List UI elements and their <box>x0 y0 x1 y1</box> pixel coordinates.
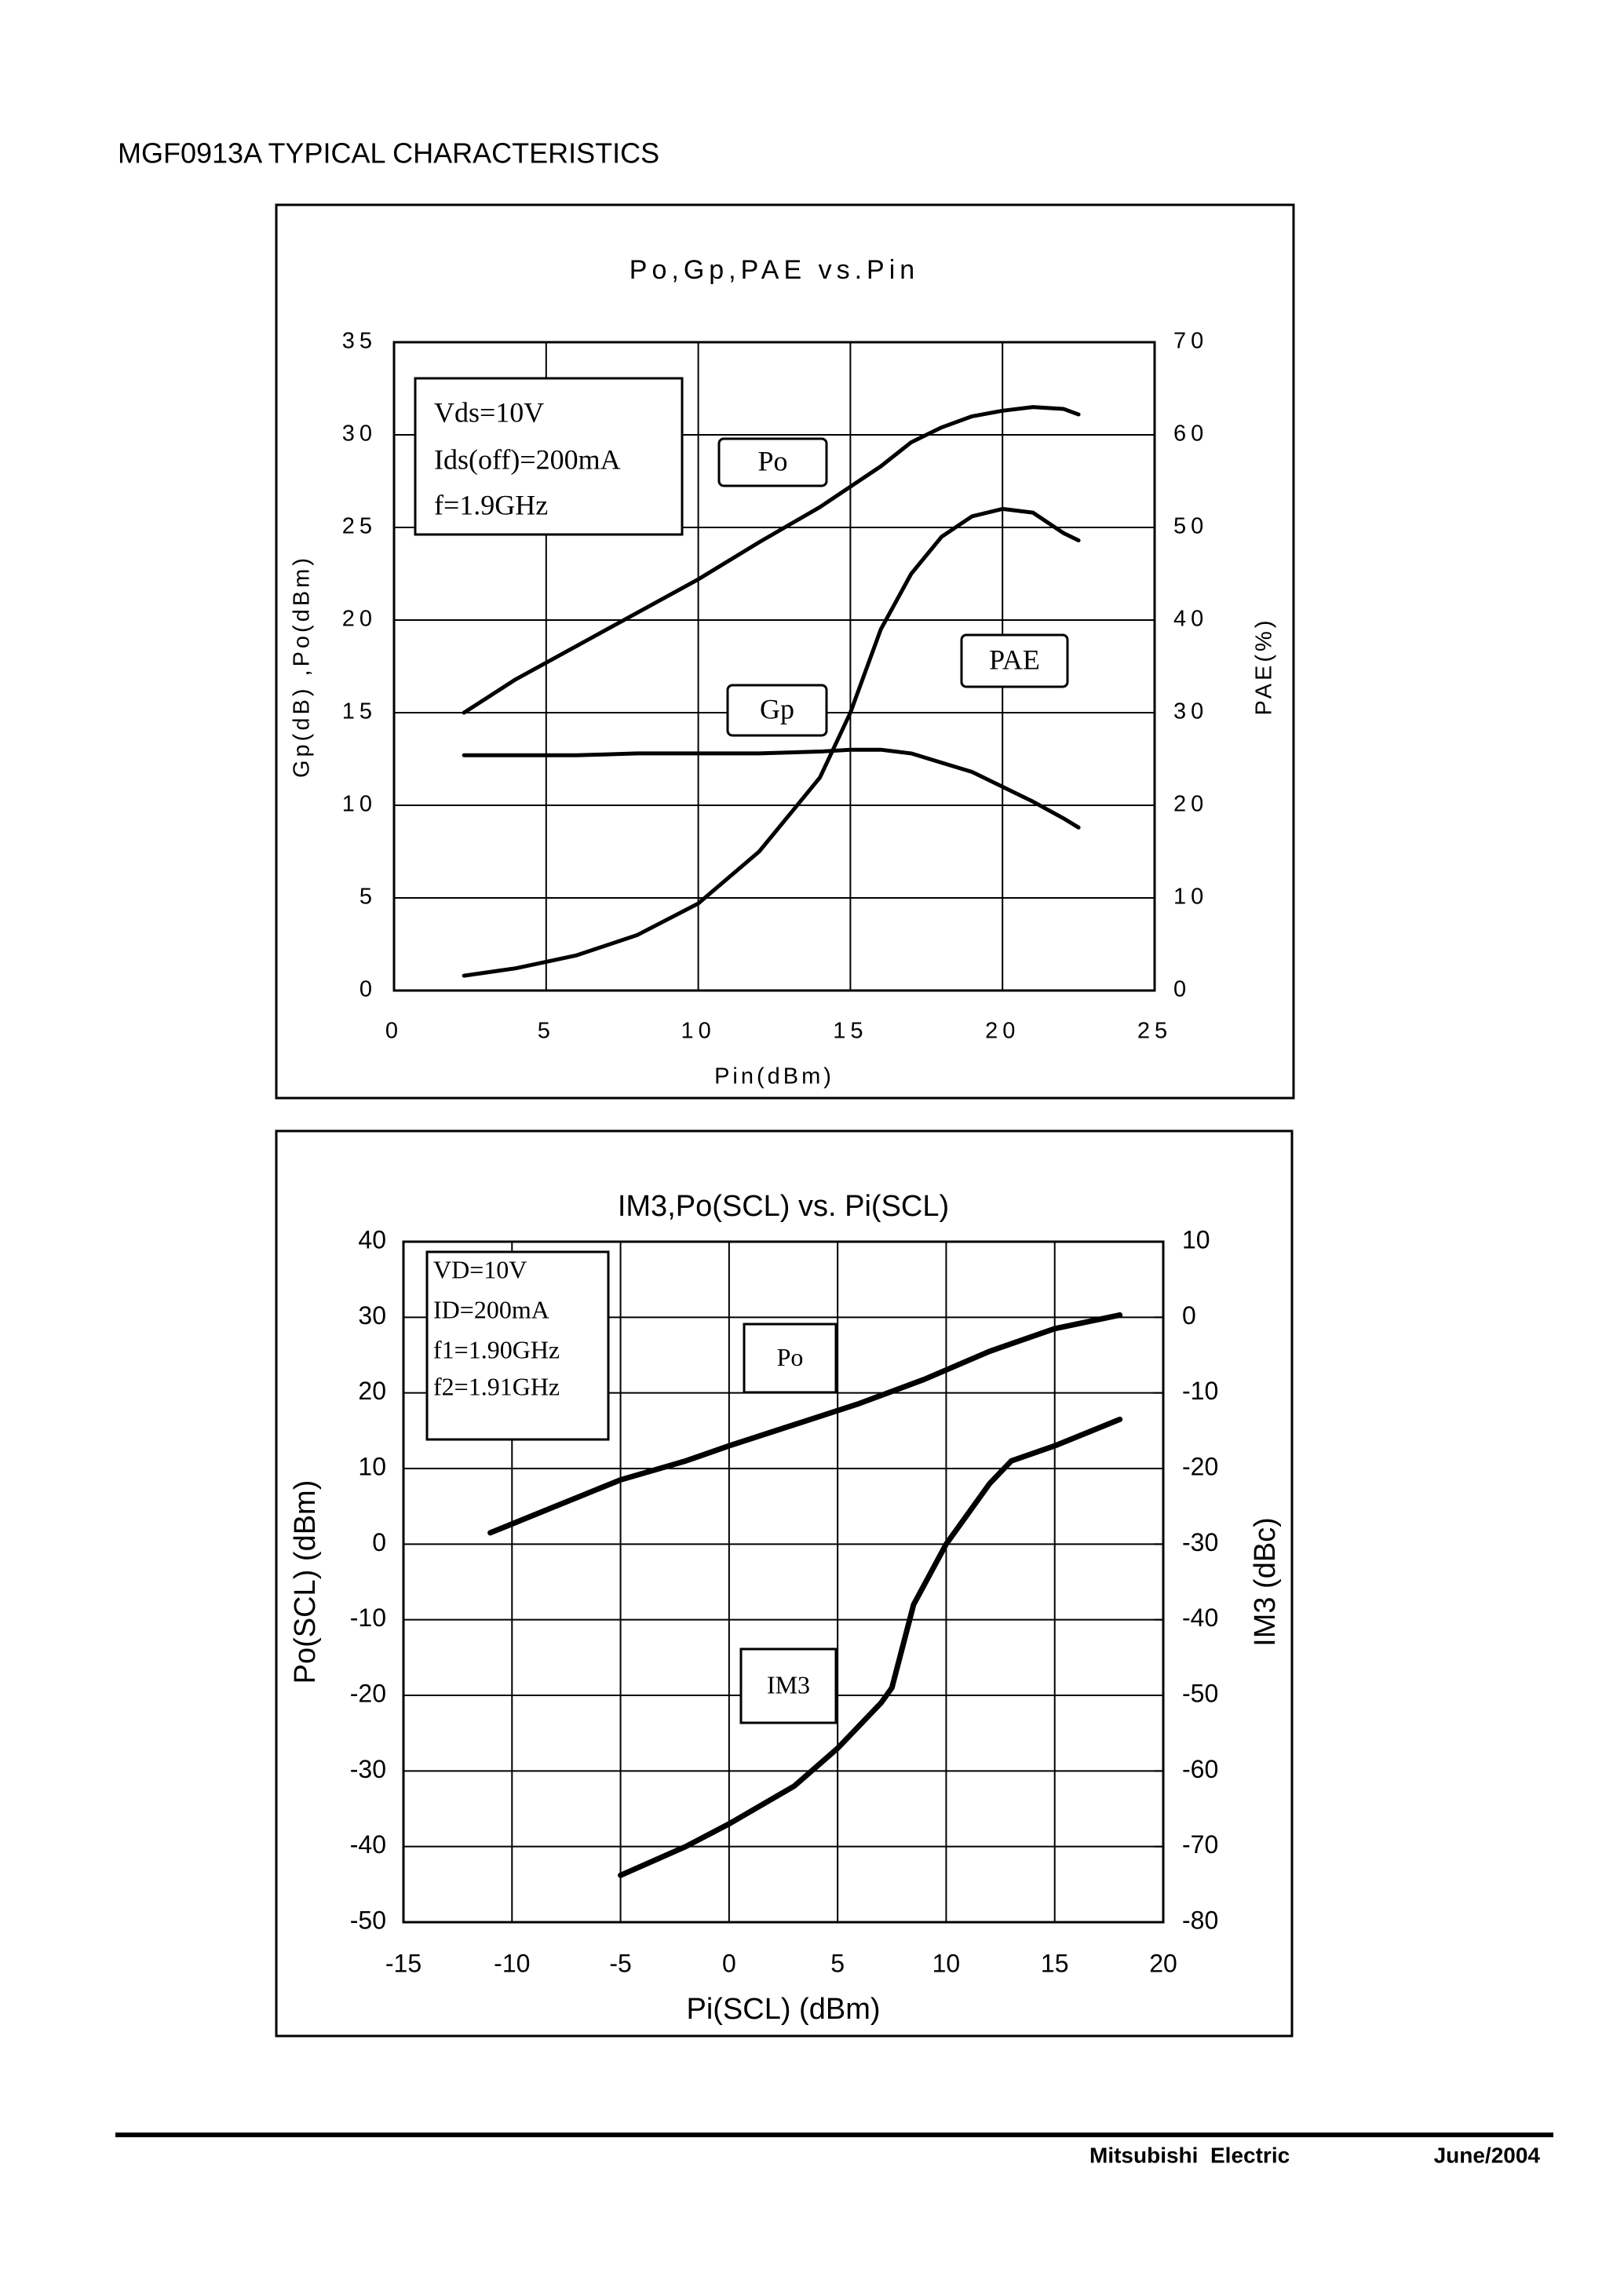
series-line <box>487 1312 1123 1536</box>
x-axis-label: Pi(SCL) (dBm) <box>686 1993 880 2026</box>
condition-text: Ids(off)=200mA <box>434 443 621 475</box>
series-label-box <box>743 1323 838 1394</box>
x-tick-label: 15 <box>833 1019 867 1044</box>
x-tick-label: 0 <box>385 1019 403 1044</box>
chart-title: Po,Gp,PAE vs.Pin <box>630 255 919 285</box>
y2-tick-label: -10 <box>1182 1377 1218 1405</box>
y2-tick-label: 10 <box>1182 1225 1210 1253</box>
condition-box <box>414 377 684 536</box>
x-tick-label: -15 <box>385 1949 422 1977</box>
y2-tick-label: -20 <box>1182 1452 1218 1480</box>
x-tick-label: 15 <box>1041 1949 1069 1977</box>
y2-tick-label: -40 <box>1182 1604 1218 1632</box>
y-tick-label: 20 <box>342 607 377 632</box>
y2-tick-label: -80 <box>1182 1906 1218 1934</box>
y-tick-label: 35 <box>342 329 377 354</box>
y2-tick-label: -50 <box>1182 1679 1218 1707</box>
y-axis-label: Gp(dB) ,Po(dBm) <box>290 555 315 778</box>
y-tick-label: 20 <box>358 1377 386 1405</box>
y-tick-label: 40 <box>358 1225 386 1253</box>
chart-title: IM3,Po(SCL) vs. Pi(SCL) <box>618 1190 949 1223</box>
y-tick-label: 0 <box>372 1528 386 1556</box>
footer-date: June/2004 <box>1434 2143 1541 2167</box>
y-tick-label: -20 <box>350 1679 386 1707</box>
chart-frame <box>275 203 1295 1100</box>
chart: Po,Gp,PAE vs.Pin Pin(dBm) Gp(dB) ,Po(dBm) P… <box>275 203 1295 1100</box>
y2-tick-label: 0 <box>1182 1301 1196 1330</box>
series-label-box <box>960 633 1069 688</box>
y2-tick-label: 60 <box>1173 421 1208 447</box>
condition-box <box>425 1250 610 1441</box>
y-tick-label: 5 <box>359 885 377 910</box>
x-tick-label: 25 <box>1137 1019 1172 1044</box>
series-line <box>462 405 1081 715</box>
x-tick-label: 10 <box>932 1949 961 1977</box>
y2-tick-label: 70 <box>1173 329 1208 354</box>
x-tick-label: 20 <box>1149 1949 1177 1977</box>
plot-area <box>402 1240 1165 1924</box>
page-title: MGF0913A TYPICAL CHARACTERISTICS <box>118 137 659 170</box>
x-axis-label: Pin(dBm) <box>714 1064 834 1089</box>
y-tick-label: 15 <box>342 699 377 724</box>
y-tick-label: -10 <box>350 1604 386 1632</box>
y-tick-label: 10 <box>342 792 377 817</box>
y2-tick-label: -60 <box>1182 1755 1218 1783</box>
condition-text: f2=1.91GHz <box>433 1372 560 1400</box>
y-axis-label: Po(SCL) (dBm) <box>289 1480 322 1684</box>
y-tick-label: -30 <box>350 1755 386 1783</box>
legend-label: IM3 <box>767 1670 810 1698</box>
y-tick-label: -50 <box>350 1906 386 1934</box>
x-tick-label: -5 <box>609 1949 631 1977</box>
condition-text: f=1.9GHz <box>434 489 548 520</box>
footer-company: Mitsubishi Electric <box>1089 2143 1290 2167</box>
series-label-box <box>739 1647 838 1724</box>
y2-tick-label: 0 <box>1173 977 1191 1002</box>
chart-frame <box>275 1129 1294 2038</box>
legend-label: Po <box>777 1343 804 1371</box>
plot-area <box>392 341 1156 992</box>
y2-tick-label: 30 <box>1173 699 1208 724</box>
y-tick-label: 0 <box>359 977 377 1002</box>
series-line <box>462 747 1081 830</box>
y2-axis-label: PAE(%) <box>1252 618 1277 716</box>
y2-axis-label: IM3 (dBc) <box>1249 1517 1282 1647</box>
x-tick-label: 5 <box>830 1949 845 1977</box>
condition-text: f1=1.90GHz <box>433 1335 560 1363</box>
y-tick-label: 30 <box>358 1301 386 1330</box>
condition-text: ID=200mA <box>433 1295 549 1323</box>
series-line <box>618 1416 1123 1878</box>
condition-text: VD=10V <box>433 1255 527 1283</box>
y2-tick-label: 50 <box>1173 514 1208 539</box>
series-label-box <box>726 684 828 737</box>
y-tick-label: 10 <box>358 1452 386 1480</box>
y2-tick-label: 20 <box>1173 792 1208 817</box>
x-tick-label: -10 <box>494 1949 530 1977</box>
y-tick-label: 25 <box>342 514 377 539</box>
y2-tick-label: 40 <box>1173 607 1208 632</box>
x-tick-label: 5 <box>538 1019 555 1044</box>
legend-label: Gp <box>760 693 794 724</box>
series-line <box>462 506 1081 978</box>
chart: IM3,Po(SCL) vs. Pi(SCL) Pi(SCL) (dBm) Po(S… <box>275 1129 1294 2038</box>
x-tick-label: 10 <box>681 1019 715 1044</box>
y2-tick-label: -30 <box>1182 1528 1218 1556</box>
legend-label: Po <box>757 445 787 476</box>
y2-tick-label: 10 <box>1173 885 1208 910</box>
legend-label: PAE <box>989 644 1040 675</box>
x-tick-label: 20 <box>985 1019 1020 1044</box>
y-tick-label: -40 <box>350 1830 386 1859</box>
x-tick-label: 0 <box>722 1949 736 1977</box>
y2-tick-label: -70 <box>1182 1830 1218 1859</box>
condition-text: Vds=10V <box>434 396 544 428</box>
series-label-box <box>717 437 828 487</box>
y-tick-label: 30 <box>342 421 377 447</box>
